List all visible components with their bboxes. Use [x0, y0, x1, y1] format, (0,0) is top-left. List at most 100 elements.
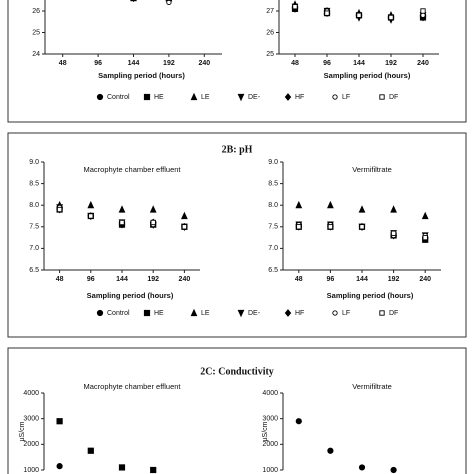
x-tick-label: 48: [295, 276, 303, 283]
legend-marker: [237, 309, 245, 318]
legend-marker: [284, 309, 292, 317]
point: [181, 224, 188, 230]
point: [150, 219, 156, 226]
legend-label: Control: [107, 310, 130, 317]
x-tick-label: 192: [385, 60, 397, 67]
y-axis-label: µS/cm: [19, 421, 26, 441]
x-tick-label: 192: [147, 276, 159, 283]
point: [327, 224, 334, 230]
point: [166, 0, 172, 6]
y-tick-label: 9.0: [29, 159, 39, 166]
y-tick-label: 3000: [23, 416, 39, 423]
panel-frame: [7, 0, 467, 123]
x-tick-label: 144: [116, 276, 128, 283]
point: [296, 224, 302, 230]
point: [390, 205, 397, 213]
legend-label: LE: [201, 94, 210, 101]
x-tick-label: 144: [356, 276, 368, 283]
x-tick-label: 144: [353, 60, 365, 67]
point: [118, 464, 126, 471]
y-tick-label: 6.5: [268, 267, 278, 274]
legend-marker: [143, 309, 151, 317]
point: [295, 200, 303, 209]
x-tick-label: 48: [291, 60, 299, 67]
x-tick-label: 192: [163, 60, 175, 67]
point: [149, 205, 157, 213]
point: [150, 466, 157, 474]
x-axis-label: Sampling period (hours): [327, 291, 414, 300]
chart-subtitle: Macrophyte chamber effluent: [84, 382, 182, 391]
legend-label: DE-: [248, 310, 261, 317]
legend-label: LF: [342, 94, 350, 101]
y-tick-label: 26: [32, 8, 40, 15]
point: [420, 8, 426, 14]
panel-title: 2B: pH: [222, 144, 253, 155]
legend-label: HF: [295, 94, 304, 101]
point: [421, 211, 429, 220]
point: [56, 206, 63, 213]
legend-label: HE: [154, 310, 164, 317]
legend-marker: [284, 93, 292, 101]
panel-frame: [7, 132, 467, 338]
x-tick-label: 96: [87, 276, 95, 283]
x-axis-label: Sampling period (hours): [324, 71, 411, 80]
chart-subtitle: Vermifiltrate: [352, 165, 392, 174]
point: [358, 205, 366, 213]
point: [118, 205, 126, 213]
legend-marker: [143, 93, 151, 101]
legend-label: Control: [107, 94, 130, 101]
y-tick-label: 1000: [262, 467, 278, 474]
legend-marker: [332, 94, 338, 100]
y-tick-label: 7.5: [268, 224, 278, 231]
point: [88, 213, 94, 219]
legend-marker: [379, 310, 385, 316]
y-tick-label: 8.5: [268, 180, 278, 187]
y-tick-label: 4000: [262, 390, 278, 397]
x-tick-label: 144: [128, 60, 140, 67]
x-axis-label: Sampling period (hours): [87, 291, 174, 300]
point: [324, 10, 330, 16]
y-tick-label: 25: [32, 29, 40, 36]
legend-label: DF: [389, 94, 398, 101]
point: [327, 200, 334, 209]
point: [295, 418, 302, 425]
point: [87, 447, 94, 454]
legend-label: LF: [342, 310, 350, 317]
panel-frame: [7, 347, 467, 474]
chart-subtitle: Macrophyte chamber effluent: [84, 165, 182, 174]
y-tick-label: 9.0: [268, 159, 278, 166]
legend-label: DE-: [248, 94, 261, 101]
x-tick-label: 48: [59, 60, 67, 67]
point: [87, 200, 95, 209]
point: [292, 4, 298, 10]
point: [422, 234, 428, 241]
point: [181, 211, 188, 220]
legend-label: LE: [201, 310, 210, 317]
y-tick-label: 26: [266, 29, 274, 36]
legend-marker: [190, 308, 198, 317]
y-tick-label: 6.5: [29, 267, 39, 274]
x-tick-label: 96: [94, 60, 102, 67]
y-tick-label: 2000: [262, 441, 278, 448]
y-tick-label: 27: [266, 8, 274, 15]
y-axis-label: µS/cm: [262, 421, 269, 441]
point: [390, 466, 397, 474]
legend-label: DF: [389, 310, 398, 317]
legend-label: HE: [154, 94, 164, 101]
legend-marker: [237, 93, 245, 102]
y-tick-label: 3000: [262, 416, 278, 423]
point: [359, 224, 365, 230]
y-tick-label: 24: [32, 51, 40, 58]
point: [358, 464, 366, 471]
x-tick-label: 96: [323, 60, 331, 67]
chart-subtitle: Vermifiltrate: [352, 382, 392, 391]
point: [327, 447, 334, 454]
legend-marker: [379, 94, 385, 100]
x-tick-label: 240: [417, 60, 429, 67]
legend-label: HF: [295, 310, 304, 317]
y-tick-label: 2000: [23, 441, 39, 448]
x-tick-label: 96: [327, 276, 335, 283]
y-tick-label: 8.0: [29, 202, 39, 209]
x-tick-label: 240: [419, 276, 431, 283]
